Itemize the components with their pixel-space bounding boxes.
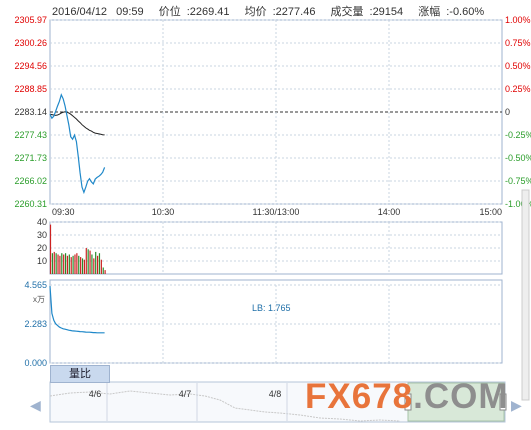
navigator-overview-line: [49, 390, 401, 422]
time-xtick-label: 15:00: [479, 207, 502, 217]
date-navigator[interactable]: 4/6 4/7 4/8 ◀ ▶: [30, 381, 522, 423]
volume-ytick-label: 20: [37, 243, 47, 253]
navigator-date-label: 4/6: [89, 389, 102, 399]
percent-ytick-label: 0.25%: [505, 84, 531, 94]
quote-header: 2016/04/12 09:59 价位:2269.41 均价:2277.46 成…: [52, 6, 485, 18]
percent-ytick-label: -1.00%: [505, 199, 531, 209]
percent-ytick-label: 0.50%: [505, 61, 531, 71]
lb-unit: x万: [33, 295, 45, 304]
lb-ytick-label: 4.565: [24, 280, 47, 290]
price-ytick-label: 2294.56: [14, 61, 47, 71]
lb-panel: x万 4.565 2.283 0.000 LB: 1.765: [24, 279, 503, 368]
percent-ytick-label: -0.25%: [505, 130, 531, 140]
volume-ytick-label: 10: [37, 256, 47, 266]
watermark-part-a: FX678: [305, 377, 414, 416]
avg-price-line: [49, 111, 105, 136]
price-ytick-label: 2277.43: [14, 130, 47, 140]
percent-ytick-label: -0.75%: [505, 176, 531, 186]
time-xtick-label: 09:30: [52, 207, 75, 217]
price-label: 价位: [158, 6, 181, 18]
price-ytick-label: 2300.26: [14, 38, 47, 48]
change-label: 涨幅: [418, 6, 441, 18]
percent-ytick-label: -0.50%: [505, 153, 531, 163]
watermark-part-b: .COM: [413, 377, 509, 416]
percent-ytick-label: 1.00%: [505, 15, 531, 25]
navigator-selection[interactable]: [407, 382, 505, 422]
price-ytick-label: 2305.97: [14, 15, 47, 25]
lb-readout: LB: 1.765: [252, 303, 291, 313]
header-date: 2016/04/12: [52, 6, 108, 18]
percent-ytick-label: 0.75%: [505, 38, 531, 48]
navigator-date-label: 4/7: [179, 389, 192, 399]
navigator-date-label: 4/8: [269, 389, 282, 399]
volume-value: 29154: [372, 6, 404, 18]
price-ytick-label: 2288.85: [14, 84, 47, 94]
watermark-logo: FX678.COM: [305, 377, 509, 417]
lb-ytick-label: 2.283: [24, 319, 47, 329]
navigator-handle-right[interactable]: [499, 393, 507, 411]
price-ytick-label: 2271.73: [14, 153, 47, 163]
avg-label: 均价: [244, 6, 267, 18]
header-time: 09:59: [116, 6, 144, 18]
vertical-scrollbar[interactable]: [521, 189, 530, 401]
time-xtick-label: 11:30/13:00: [253, 207, 300, 217]
navigator-handle-left[interactable]: [404, 393, 412, 411]
percent-ytick-label: 0: [505, 107, 510, 117]
navigator-next-arrow[interactable]: ▶: [511, 397, 522, 413]
price-value: 2269.41: [189, 6, 230, 18]
navigator-prev-arrow[interactable]: ◀: [30, 397, 41, 413]
lb-ytick-label: 0.000: [24, 358, 47, 368]
volume-panel: 40 30 20 10: [37, 217, 503, 275]
time-xtick-label: 10:30: [152, 207, 175, 217]
volume-label: 成交量: [330, 6, 364, 18]
time-xtick-label: 14:00: [378, 207, 401, 217]
price-ytick-label: 2283.14: [14, 107, 47, 117]
volume-ytick-label: 40: [37, 217, 47, 227]
lb-line: [49, 286, 105, 334]
price-ytick-label: 2260.31: [14, 199, 47, 209]
price-ytick-label: 2266.02: [14, 176, 47, 186]
tab-liangbi[interactable]: 量比: [50, 365, 110, 383]
price-line: [49, 93, 106, 195]
change-value: -0.60%: [449, 6, 485, 18]
price-panel: 2305.97 2300.26 2294.56 2288.85 2283.14 2277.…: [14, 15, 531, 217]
volume-ytick-label: 30: [37, 230, 47, 240]
avg-value: 2277.46: [275, 6, 316, 18]
